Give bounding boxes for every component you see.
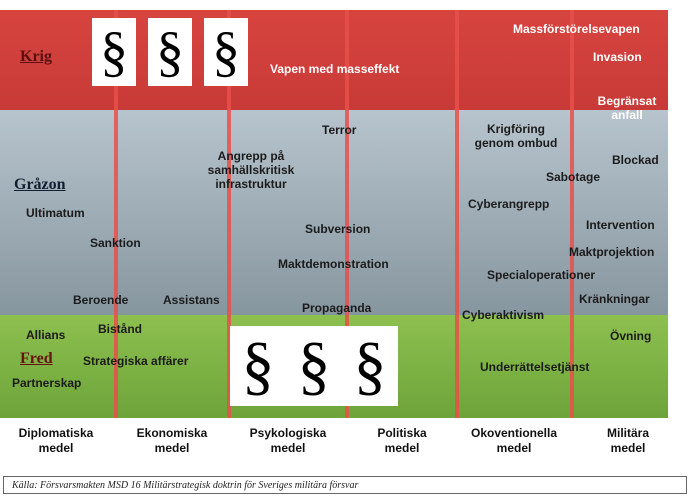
- axis-label-diplomatiska: Diplomatiska medel: [18, 426, 94, 455]
- item-vapen-med-masseffekt: Vapen med masseffekt: [270, 62, 400, 76]
- column-divider: [570, 10, 574, 418]
- item-massforstorelsevapen: Massförstörelsevapen: [513, 22, 640, 36]
- zone-label-fred: Fred: [20, 350, 53, 367]
- paragraph-symbol-icon: §: [204, 18, 248, 86]
- item-allians: Allians: [26, 328, 66, 342]
- item-assistans: Assistans: [163, 293, 220, 307]
- axis-label-politiska: Politiska medel: [377, 426, 427, 455]
- item-invasion: Invasion: [593, 50, 642, 64]
- column-divider: [227, 10, 231, 418]
- axis-label-psykologiska: Psykologiska medel: [249, 426, 327, 455]
- axis-label-okoventionella: Okoventionella medel: [470, 426, 558, 455]
- grazon-band: [0, 110, 668, 315]
- source-caption: Källa: Försvarsmakten MSD 16 Militärstra…: [3, 476, 687, 494]
- item-partnerskap: Partnerskap: [12, 376, 82, 390]
- item-terror: Terror: [322, 123, 357, 137]
- item-beroende: Beroende: [73, 293, 129, 307]
- column-divider: [345, 10, 349, 418]
- item-strategiska-affarer: Strategiska affärer: [83, 354, 189, 368]
- item-ultimatum: Ultimatum: [26, 206, 85, 220]
- item-angrepp-infrastruktur: Angrepp på samhällskritisk infrastruktur: [207, 149, 295, 191]
- paragraph-symbol-icon: §: [92, 18, 136, 86]
- item-underrattelsetjanst: Underrättelsetjänst: [480, 360, 590, 374]
- zone-label-grazon: Gråzon: [14, 176, 66, 193]
- item-ovning: Övning: [610, 329, 652, 343]
- column-divider: [455, 10, 459, 418]
- item-subversion: Subversion: [305, 222, 371, 236]
- item-krankningar: Kränkningar: [579, 292, 650, 306]
- item-sanktion: Sanktion: [90, 236, 141, 250]
- axis-label-ekonomiska: Ekonomiska medel: [136, 426, 208, 455]
- paragraph-symbol-icon: §: [342, 326, 398, 406]
- paragraph-symbol-icon: §: [230, 326, 286, 406]
- axis-label-militara: Militära medel: [606, 426, 649, 455]
- item-krigforing-genom-ombud: Krigföring genom ombud: [474, 122, 558, 150]
- item-blockad: Blockad: [612, 153, 659, 167]
- zone-label-krig: Krig: [20, 48, 52, 65]
- item-intervention: Intervention: [586, 218, 655, 232]
- item-propaganda: Propaganda: [302, 301, 372, 315]
- item-cyberangrepp: Cyberangrepp: [468, 197, 550, 211]
- item-bistand: Bistånd: [98, 322, 143, 336]
- paragraph-symbol-icon: §: [148, 18, 192, 86]
- item-sabotage: Sabotage: [546, 170, 601, 184]
- item-specialoperationer: Specialoperationer: [487, 268, 596, 282]
- item-cyberaktivism: Cyberaktivism: [462, 308, 545, 322]
- item-maktprojektion: Maktprojektion: [569, 245, 655, 259]
- item-maktdemonstration: Maktdemonstration: [278, 257, 389, 271]
- column-divider: [114, 10, 118, 418]
- item-begransat-anfall: Begränsat anfall: [597, 94, 657, 122]
- paragraph-symbol-icon: §: [286, 326, 342, 406]
